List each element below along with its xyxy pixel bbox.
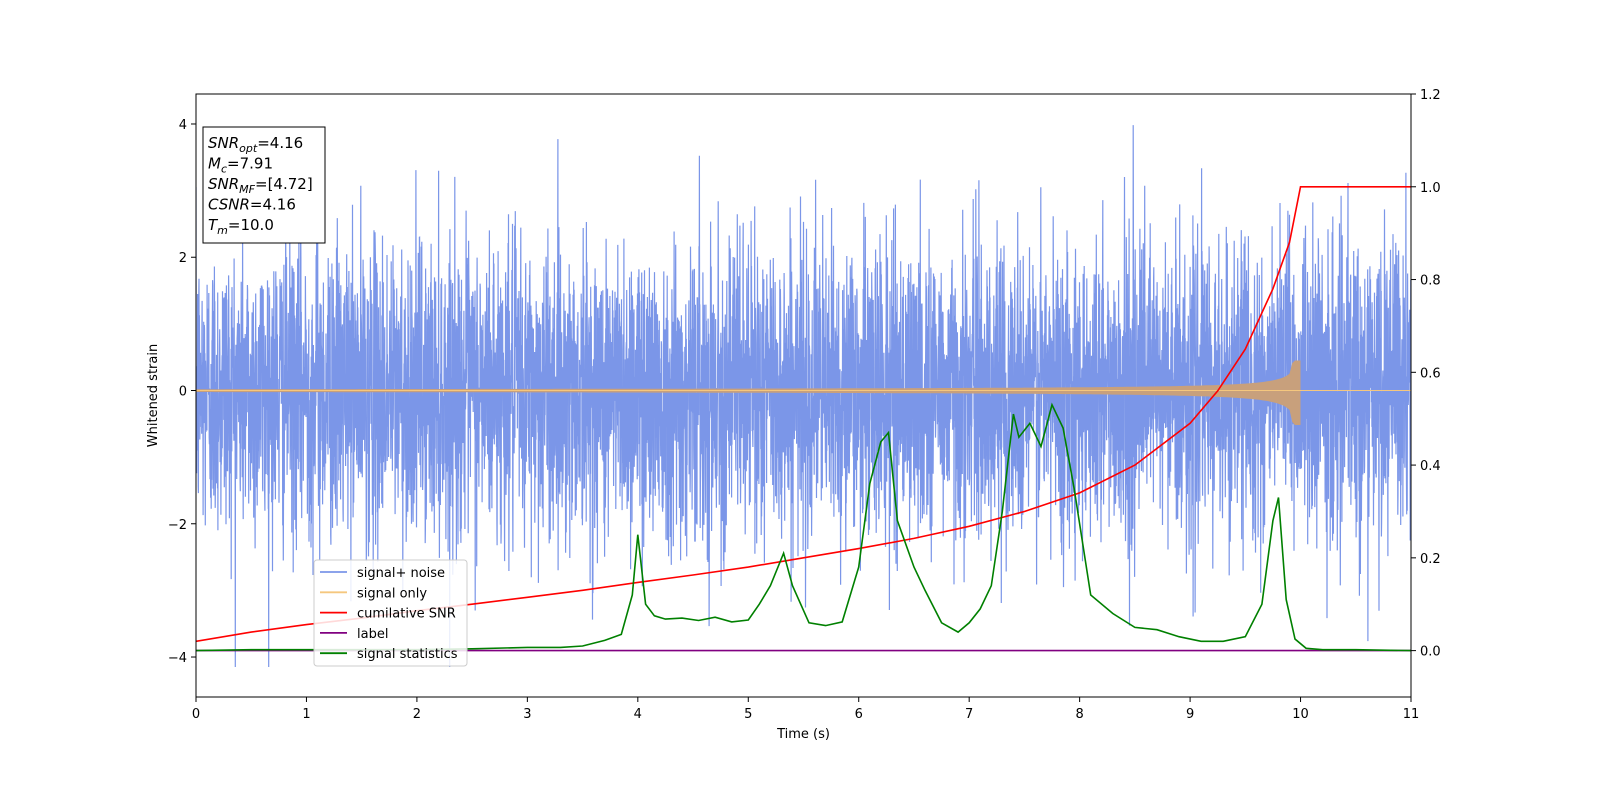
x-tick-label: 10 — [1292, 707, 1309, 722]
y-tick-label: 0 — [179, 385, 187, 400]
legend-entry: signal only — [357, 586, 427, 601]
x-tick-label: 4 — [634, 707, 642, 722]
x-tick-label: 2 — [413, 707, 421, 722]
signal-only-envelope — [196, 360, 1301, 425]
signal-noise-line — [196, 125, 1411, 668]
y2-tick-label: 0.6 — [1420, 366, 1441, 381]
x-tick-label: 5 — [744, 707, 752, 722]
annotation-line: CSNR=4.16 — [208, 196, 296, 214]
y-axis-ticks: −4 −2 0 2 4 — [168, 118, 196, 666]
legend-entry: signal+ noise — [357, 566, 445, 581]
signal-noise-layer — [196, 125, 1411, 668]
y2-tick-label: 0.8 — [1420, 274, 1441, 289]
annotation-line: Mc=7.91 — [208, 155, 273, 176]
x-axis-ticks: 0 1 2 3 4 5 6 7 8 9 10 11 — [192, 697, 1419, 722]
y2-tick-label: 0.4 — [1420, 459, 1441, 474]
legend: signal+ noise signal only cumilative SNR la… — [313, 559, 468, 667]
x-tick-label: 11 — [1403, 707, 1420, 722]
annotation-line: Tm=10.0 — [208, 216, 274, 237]
signal-statistics-line — [196, 402, 1411, 652]
y2-tick-label: 1.0 — [1420, 181, 1441, 196]
y-tick-label: −4 — [168, 651, 187, 666]
x-tick-label: 0 — [192, 707, 200, 722]
x-axis-label: Time (s) — [776, 727, 830, 742]
y2-axis-ticks: 0.0 0.2 0.4 0.6 0.8 1.0 1.2 — [1411, 88, 1441, 660]
y2-tick-label: 1.2 — [1420, 88, 1441, 103]
x-tick-label: 1 — [302, 707, 310, 722]
annotation-line: SNRopt=4.16 — [208, 134, 303, 155]
x-tick-label: 9 — [1186, 707, 1194, 722]
y-tick-label: 4 — [179, 118, 187, 133]
legend-entry: cumilative SNR — [357, 607, 456, 622]
y2-tick-label: 0.0 — [1420, 645, 1441, 660]
y-tick-label: −2 — [168, 518, 187, 533]
annotation-line: SNRMF=[4.72] — [208, 175, 313, 196]
x-tick-label: 7 — [965, 707, 973, 722]
y-tick-label: 2 — [179, 251, 187, 266]
x-tick-label: 3 — [523, 707, 531, 722]
y2-tick-label: 0.2 — [1420, 552, 1441, 567]
x-tick-label: 6 — [855, 707, 863, 722]
annotation-frame — [202, 126, 326, 244]
legend-entry: signal statistics — [357, 647, 458, 662]
y-axis-label: Whitened strain — [146, 344, 161, 447]
legend-entry: label — [357, 627, 388, 642]
legend-frame — [313, 559, 468, 667]
signal-only-layer — [196, 360, 1411, 425]
x-tick-label: 8 — [1075, 707, 1083, 722]
plot-frame — [195, 93, 1412, 698]
